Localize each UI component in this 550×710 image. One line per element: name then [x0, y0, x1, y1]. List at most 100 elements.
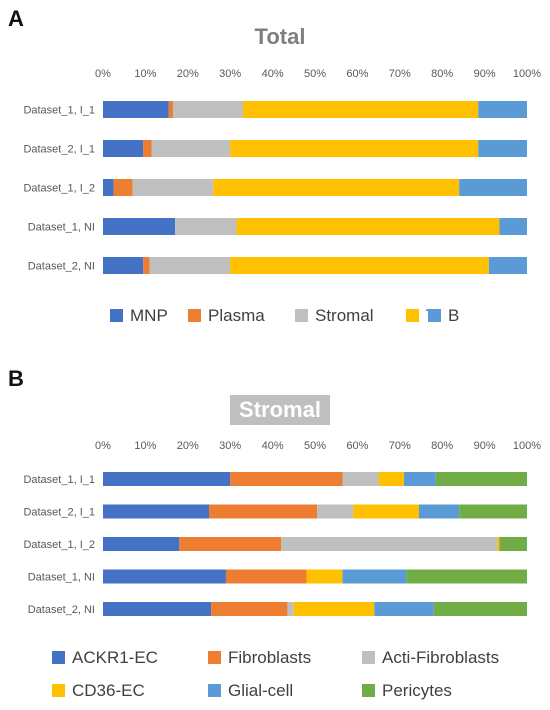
chart-a-category-label: Dataset_1, I_1	[23, 105, 95, 117]
chart-a-tick-label: 10%	[134, 68, 156, 80]
chart-b-bar-glial-cell	[418, 504, 460, 519]
chart-a-legend-swatch	[406, 309, 419, 322]
chart-a-tick-label: 40%	[262, 68, 284, 80]
chart-b-bar-glial-cell	[374, 602, 434, 616]
chart-b-legend-label: Fibroblasts	[228, 648, 311, 667]
chart-b-category-label: Dataset_1, I_1	[23, 474, 95, 486]
chart-a-category-label: Dataset_2, I_1	[23, 144, 95, 156]
chart-a-bar-plasma	[113, 179, 133, 196]
chart-a-bar-stromal	[151, 140, 231, 157]
chart-a-tick-label: 50%	[304, 68, 326, 80]
chart-b-tick-label: 50%	[304, 440, 326, 452]
chart-b-bar-ackr1-ec	[103, 472, 231, 486]
chart-b-title: Stromal	[230, 395, 330, 425]
chart-b-bar-ackr1-ec	[103, 569, 226, 584]
chart-b-bar-fibroblasts	[179, 537, 282, 551]
chart-b-bar-acti-fibroblasts	[342, 472, 379, 486]
chart-b-legend-label: Glial-cell	[228, 681, 293, 700]
chart-a-legend-label: Plasma	[208, 306, 265, 325]
panel-b-letter: B	[8, 366, 24, 391]
chart-a-bar-mnp	[103, 179, 114, 196]
chart-b-legend-swatch	[208, 684, 221, 697]
chart-b-bar-acti-fibroblasts	[287, 602, 294, 616]
chart-a-bar-stromal	[132, 179, 214, 196]
chart-b-tick-label: 10%	[134, 440, 156, 452]
chart-b-tick-label: 20%	[177, 440, 199, 452]
chart-b-tick-label: 80%	[431, 440, 453, 452]
chart-b-bar-acti-fibroblasts	[317, 504, 354, 519]
chart-a-bar-mnp	[103, 101, 169, 118]
chart-b-bar-ackr1-ec	[103, 537, 180, 551]
chart-b-tick-label: 60%	[346, 440, 368, 452]
chart-b-category-label: Dataset_2, I_1	[23, 507, 95, 519]
chart-b-category-label: Dataset_1, I_2	[23, 539, 95, 551]
chart-a-bar-plasma	[143, 140, 152, 157]
chart-b-legend-swatch	[52, 651, 65, 664]
chart-a-legend-label: Stromal	[315, 306, 374, 325]
chart-b-legend-swatch	[208, 651, 221, 664]
chart-a-bar-plasma	[168, 101, 173, 118]
chart-a-bar-b	[478, 101, 527, 118]
chart-a-bar-stromal	[175, 218, 237, 235]
chart-a-bar-mnp	[103, 218, 176, 235]
chart-a-category-label: Dataset_1, I_2	[23, 183, 95, 195]
chart-b-tick-label: 0%	[95, 440, 111, 452]
chart-a-tick-label: 100%	[513, 68, 541, 80]
chart-a-tick-label: 80%	[431, 68, 453, 80]
chart-a-tick-label: 30%	[219, 68, 241, 80]
chart-a-bar-b	[459, 179, 527, 196]
chart-b-bar-cd36-ec	[306, 569, 343, 584]
chart-a-bar-mnp	[103, 140, 144, 157]
chart-a-legend-label: B	[448, 306, 459, 325]
chart-b-tick-label: 100%	[513, 440, 541, 452]
panel-a-letter: A	[8, 6, 24, 31]
chart-b-tick-label: 30%	[219, 440, 241, 452]
chart-b-legend-swatch	[362, 651, 375, 664]
chart-a-bar-b	[478, 140, 527, 157]
chart-b-bar-fibroblasts	[230, 472, 343, 486]
chart-a-tick-label: 90%	[474, 68, 496, 80]
chart-a-legend-swatch	[295, 309, 308, 322]
chart-a-bar-t	[236, 218, 500, 235]
chart-b-legend-label: Acti-Fibroblasts	[382, 648, 499, 667]
chart-a-bar-stromal	[172, 101, 243, 118]
chart-a-legend-swatch	[188, 309, 201, 322]
chart-a-tick-label: 0%	[95, 68, 111, 80]
chart-b-legend-label: CD36-EC	[72, 681, 145, 700]
chart-a-bar-b	[499, 218, 527, 235]
chart-b-legend-swatch	[362, 684, 375, 697]
chart-b-category-label: Dataset_2, NI	[28, 604, 95, 616]
chart-a-total: 0% 10% 20% 30% 40% 50% 60% 70% 80% 90% 100% Dataset…	[23, 68, 541, 325]
chart-b-bar-cd36-ec	[497, 537, 500, 551]
chart-a-bar-plasma	[143, 257, 150, 274]
chart-b-bar-fibroblasts	[209, 504, 318, 519]
chart-b-bar-ackr1-ec	[103, 504, 209, 519]
chart-a-tick-label: 70%	[389, 68, 411, 80]
chart-a-legend-swatch	[110, 309, 123, 322]
chart-a-bar-t	[213, 179, 460, 196]
chart-a-legend-label: MNP	[130, 306, 168, 325]
chart-b-tick-label: 40%	[262, 440, 284, 452]
chart-a-legend-swatch	[428, 309, 441, 322]
chart-a-bar-stromal	[149, 257, 231, 274]
chart-a-bar-mnp	[103, 257, 144, 274]
chart-b-legend-label: Pericytes	[382, 681, 452, 700]
chart-b-bar-pericytes	[433, 602, 527, 616]
chart-b-bar-pericytes	[406, 569, 527, 584]
chart-a-bar-t	[242, 101, 479, 118]
chart-a-bar-b	[488, 257, 527, 274]
chart-b-bar-glial-cell	[404, 472, 436, 486]
chart-b-bar-fibroblasts	[225, 569, 307, 584]
chart-b-category-label: Dataset_1, NI	[28, 572, 95, 584]
chart-b-bar-cd36-ec	[353, 504, 419, 519]
chart-a-bar-t	[230, 257, 489, 274]
chart-b-tick-label: 90%	[474, 440, 496, 452]
chart-b-legend-swatch	[52, 684, 65, 697]
chart-b-bar-acti-fibroblasts	[281, 537, 498, 551]
chart-b-bar-ackr1-ec	[103, 602, 212, 616]
chart-a-category-label: Dataset_2, NI	[28, 261, 95, 273]
chart-b-bar-pericytes	[499, 537, 527, 551]
chart-b-bar-glial-cell	[342, 569, 407, 584]
chart-a-category-label: Dataset_1, NI	[28, 222, 95, 234]
